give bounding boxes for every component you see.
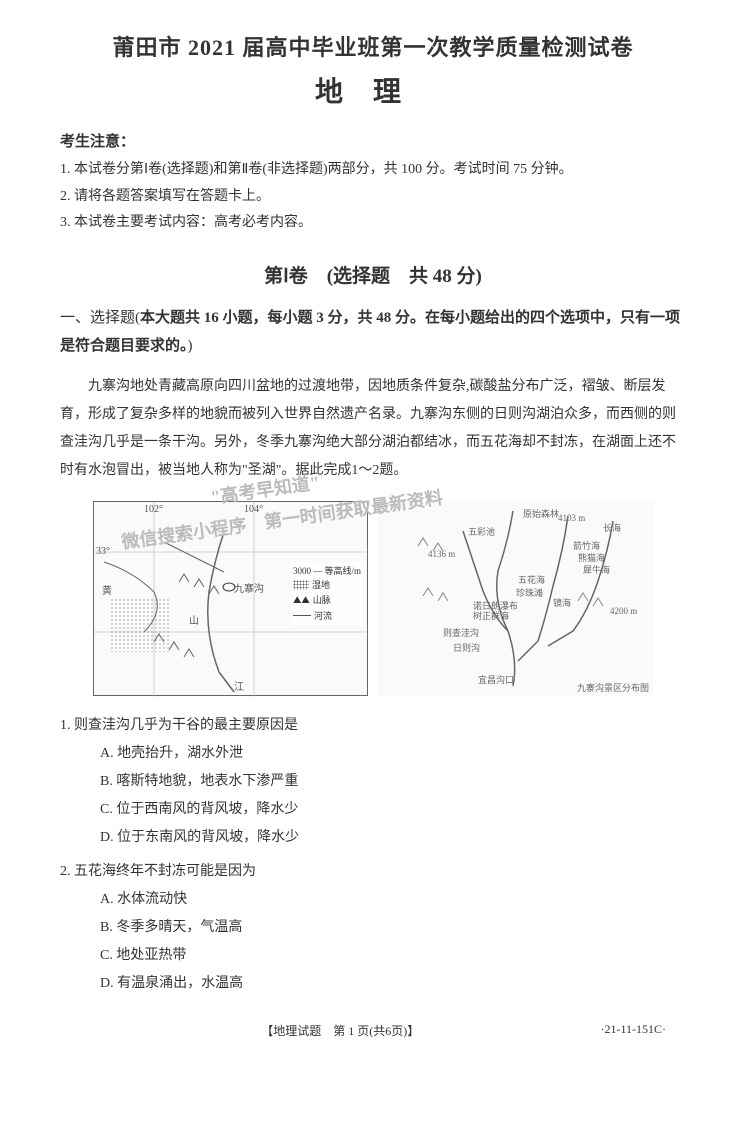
notice-item-1: 1. 本试卷分第Ⅰ卷(选择题)和第Ⅱ卷(非选择题)两部分，共 100 分。考试时… [60,157,686,184]
q2-opt-d: D. 有温泉涌出，水温高 [100,970,686,998]
detail-jinghai: 镜海 [553,596,571,609]
legend-contour: 3000 — 等高线/m [293,564,361,578]
qt-prefix: 一、选择题( [60,310,140,326]
detail-zhenzhutang: 珍珠滩 [516,586,543,599]
map-legend: 3000 — 等高线/m 湿地 ⛰⛰ 山脉 河流 [291,562,363,625]
q2-opt-b: B. 冬季多晴天，气温高 [100,914,686,942]
legend-shidi: 湿地 [293,578,361,592]
detail-wuhuahai: 五花海 [518,573,545,586]
exam-title-main: 莆田市 2021 届高中毕业班第一次教学质量检测试卷 [60,30,686,62]
detail-xiniuhai: 犀牛海 [583,563,610,576]
lon-104: 104° [244,504,263,515]
footer-page: 【地理试题 第 1 页(共6页)】 [80,1022,600,1039]
lon-102: 102° [144,504,163,515]
legend-heliu: 河流 [293,609,361,623]
legend-shanmai: ⛰⛰ 山脉 [293,593,361,609]
q2-opt-c: C. 地处亚热带 [100,942,686,970]
detail-forest: 原始森林 [523,507,559,520]
detail-rize: 日则沟 [453,641,480,654]
detail-elev2: 4136 m [428,549,455,559]
map-detail: 原始森林 五彩池 长海 箭竹海 熊猫海 犀牛海 五花海 珍珠滩 树正群海 镜海 … [378,501,653,696]
detail-goukou: 宜昌沟口 [478,673,514,686]
notice-item-3: 3. 本试卷主要考试内容：高考必考内容。 [60,210,686,237]
figure-container: "高考早知道" 微信搜索小程序 第一时间获取最新资料 102° 104° 33°… [60,501,686,696]
q1-opt-b: B. 喀斯特地貌，地表水下渗严重 [100,768,686,796]
q1-opt-c: C. 位于西南风的背风坡，降水少 [100,796,686,824]
shan-label: 山 [189,612,199,627]
detail-elev3: 4200 m [610,606,637,616]
q1-opt-d: D. 位于东南风的背风坡，降水少 [100,824,686,852]
jiang-label: 江 [234,678,244,693]
qt-suffix: ) [188,338,193,354]
map-overview: 102° 104° 33° 黄 九寨沟 山 江 3000 — 等高线/m 湿地 … [93,501,368,696]
q1-stem: 1. 则查洼沟几乎为干谷的最主要原因是 [60,712,686,740]
q2-opt-a: A. 水体流动快 [100,886,686,914]
notice-item-2: 2. 请将各题答案填写在答题卡上。 [60,184,686,211]
q2-stem: 2. 五花海终年不封冻可能是因为 [60,858,686,886]
lat-33: 33° [96,546,110,557]
detail-caption: 九寨沟景区分布图 [577,681,649,694]
huang-label: 黄 [102,582,112,597]
passage-text: 九寨沟地处青藏高原向四川盆地的过渡地带，因地质条件复杂,碳酸盐分布广泛，褶皱、断… [60,373,686,485]
exam-title-subject: 地理 [60,70,686,110]
detail-zechawa: 则查洼沟 [443,626,479,639]
detail-changhai: 长海 [603,521,621,534]
question-type-header: 一、选择题(本大题共 16 小题，每小题 3 分，共 48 分。在每小题给出的四… [60,304,686,361]
detail-wucaichi: 五彩池 [468,525,495,538]
jiuzhaigou-label: 九寨沟 [234,580,264,595]
section1-header: 第Ⅰ卷 (选择题 共 48 分) [60,261,686,288]
detail-nuorilang: 诺日朗瀑布 [473,599,518,612]
detail-elev1: 4103 m [558,513,585,523]
qt-bold: 本大题共 16 小题，每小题 3 分，共 48 分。在每小题给出的四个选项中，只… [60,310,680,355]
notice-header: 考生注意： [60,130,686,151]
page-footer: 【地理试题 第 1 页(共6页)】 ·21-11-151C· [60,1022,686,1039]
footer-code: ·21-11-151C· [600,1022,666,1039]
q1-opt-a: A. 地壳抬升，湖水外泄 [100,740,686,768]
